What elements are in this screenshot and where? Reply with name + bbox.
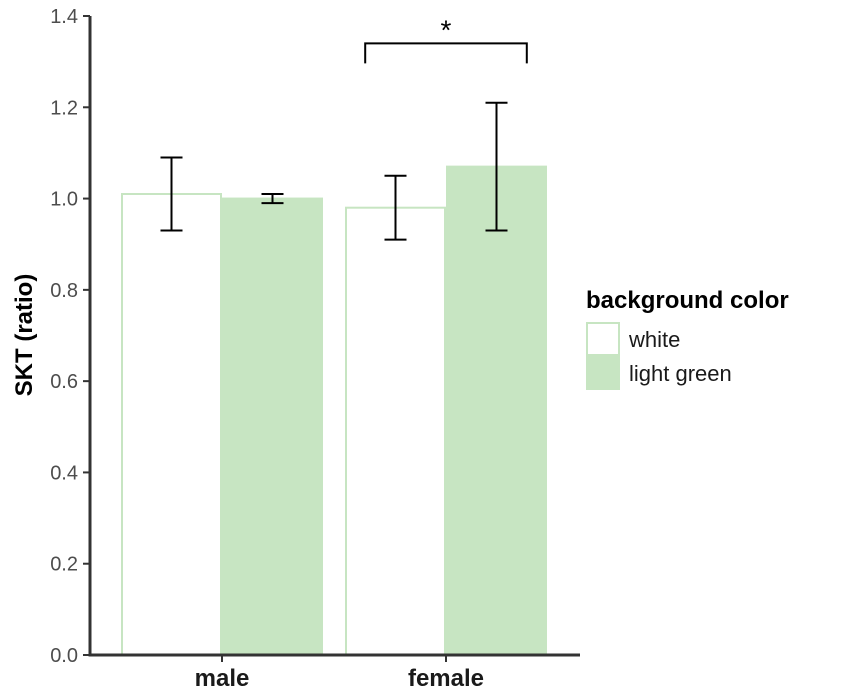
x-ticks-layer: male female <box>195 655 484 692</box>
legend-key-white <box>586 322 620 356</box>
legend-label-white: white <box>628 327 680 352</box>
x-tick-label: male <box>195 665 250 692</box>
bar-female-white <box>345 206 446 656</box>
significance-bracket <box>364 42 528 64</box>
x-tick-label: female <box>408 665 484 692</box>
y-tick-label: 0.6 <box>50 371 78 393</box>
y-tick-label: 1.0 <box>50 189 78 211</box>
bars-layer <box>121 165 547 656</box>
y-axis-title: SKT (ratio) <box>11 274 38 397</box>
legend-label-light-green: light green <box>629 361 732 386</box>
bar-female-light-green <box>446 165 547 656</box>
axes-layer <box>88 16 580 657</box>
y-tick-label: 1.4 <box>50 6 78 28</box>
y-tick-label: 0.8 <box>50 280 78 302</box>
y-tick-label: 0.0 <box>50 645 78 667</box>
error-bars-layer <box>160 101 508 241</box>
y-tick-label: 1.2 <box>50 97 78 119</box>
legend: background color white light green <box>586 287 789 390</box>
legend-key-light-green <box>586 356 620 390</box>
y-tick-label: 0.4 <box>50 462 78 484</box>
y-tick-label: 0.2 <box>50 554 78 576</box>
legend-title: background color <box>586 287 789 314</box>
bar-male-white <box>121 193 222 656</box>
annotation-layer: * <box>364 14 528 64</box>
significance-star: * <box>441 14 452 45</box>
bar-male-light-green <box>222 197 323 656</box>
y-ticks-layer: 0.0 0.2 0.4 0.6 0.8 1.0 1.2 1.4 <box>50 6 90 667</box>
